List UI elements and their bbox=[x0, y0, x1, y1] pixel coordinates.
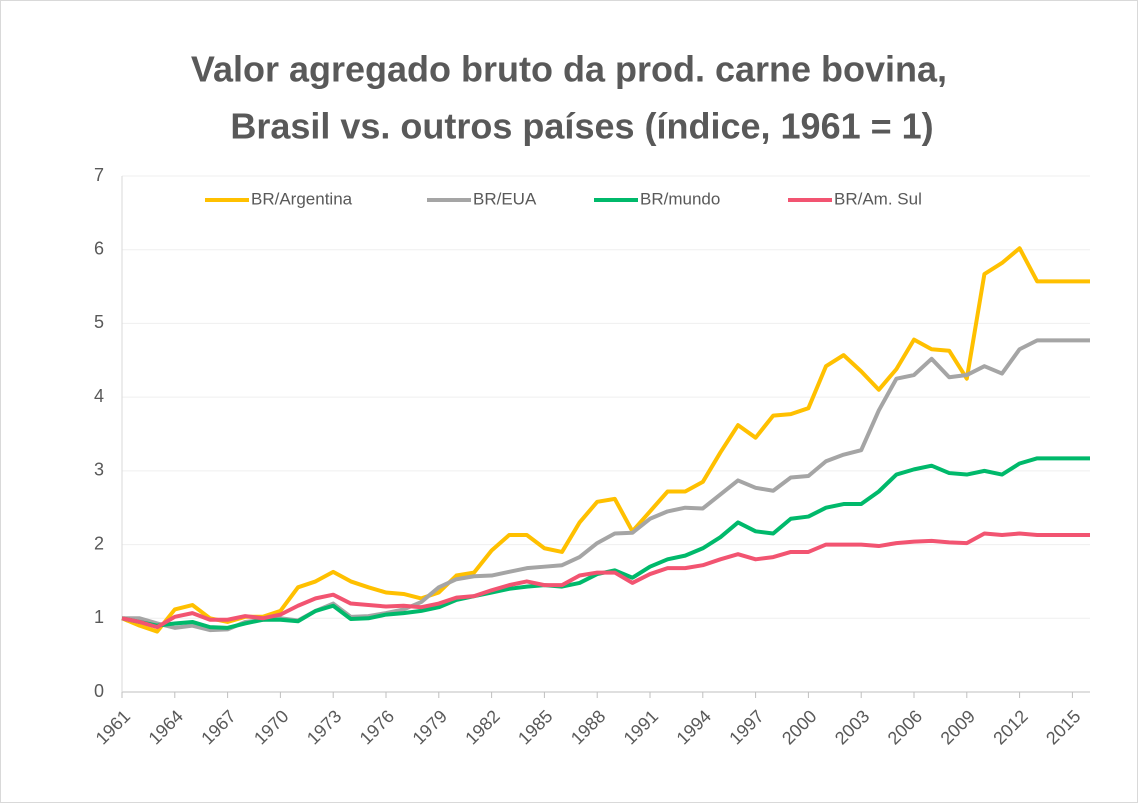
legend-label: BR/EUA bbox=[473, 189, 537, 208]
legend-label: BR/mundo bbox=[640, 189, 720, 208]
y-tick-label: 7 bbox=[94, 165, 104, 185]
legend-label: BR/Argentina bbox=[251, 189, 353, 208]
chart-title: Valor agregado bruto da prod. carne bovi… bbox=[191, 49, 947, 90]
series-line bbox=[121, 246, 1090, 634]
y-tick-label: 2 bbox=[94, 533, 104, 553]
series-line bbox=[121, 531, 1090, 630]
chart-title: Brasil vs. outros países (índice, 1961 =… bbox=[230, 106, 933, 147]
legend-label: BR/Am. Sul bbox=[834, 189, 922, 208]
y-tick-label: 0 bbox=[94, 681, 104, 701]
y-tick-label: 1 bbox=[94, 607, 104, 627]
y-tick-label: 6 bbox=[94, 238, 104, 258]
y-tick-label: 5 bbox=[94, 312, 104, 332]
y-tick-label: 4 bbox=[94, 386, 104, 406]
y-tick-label: 3 bbox=[94, 460, 104, 480]
